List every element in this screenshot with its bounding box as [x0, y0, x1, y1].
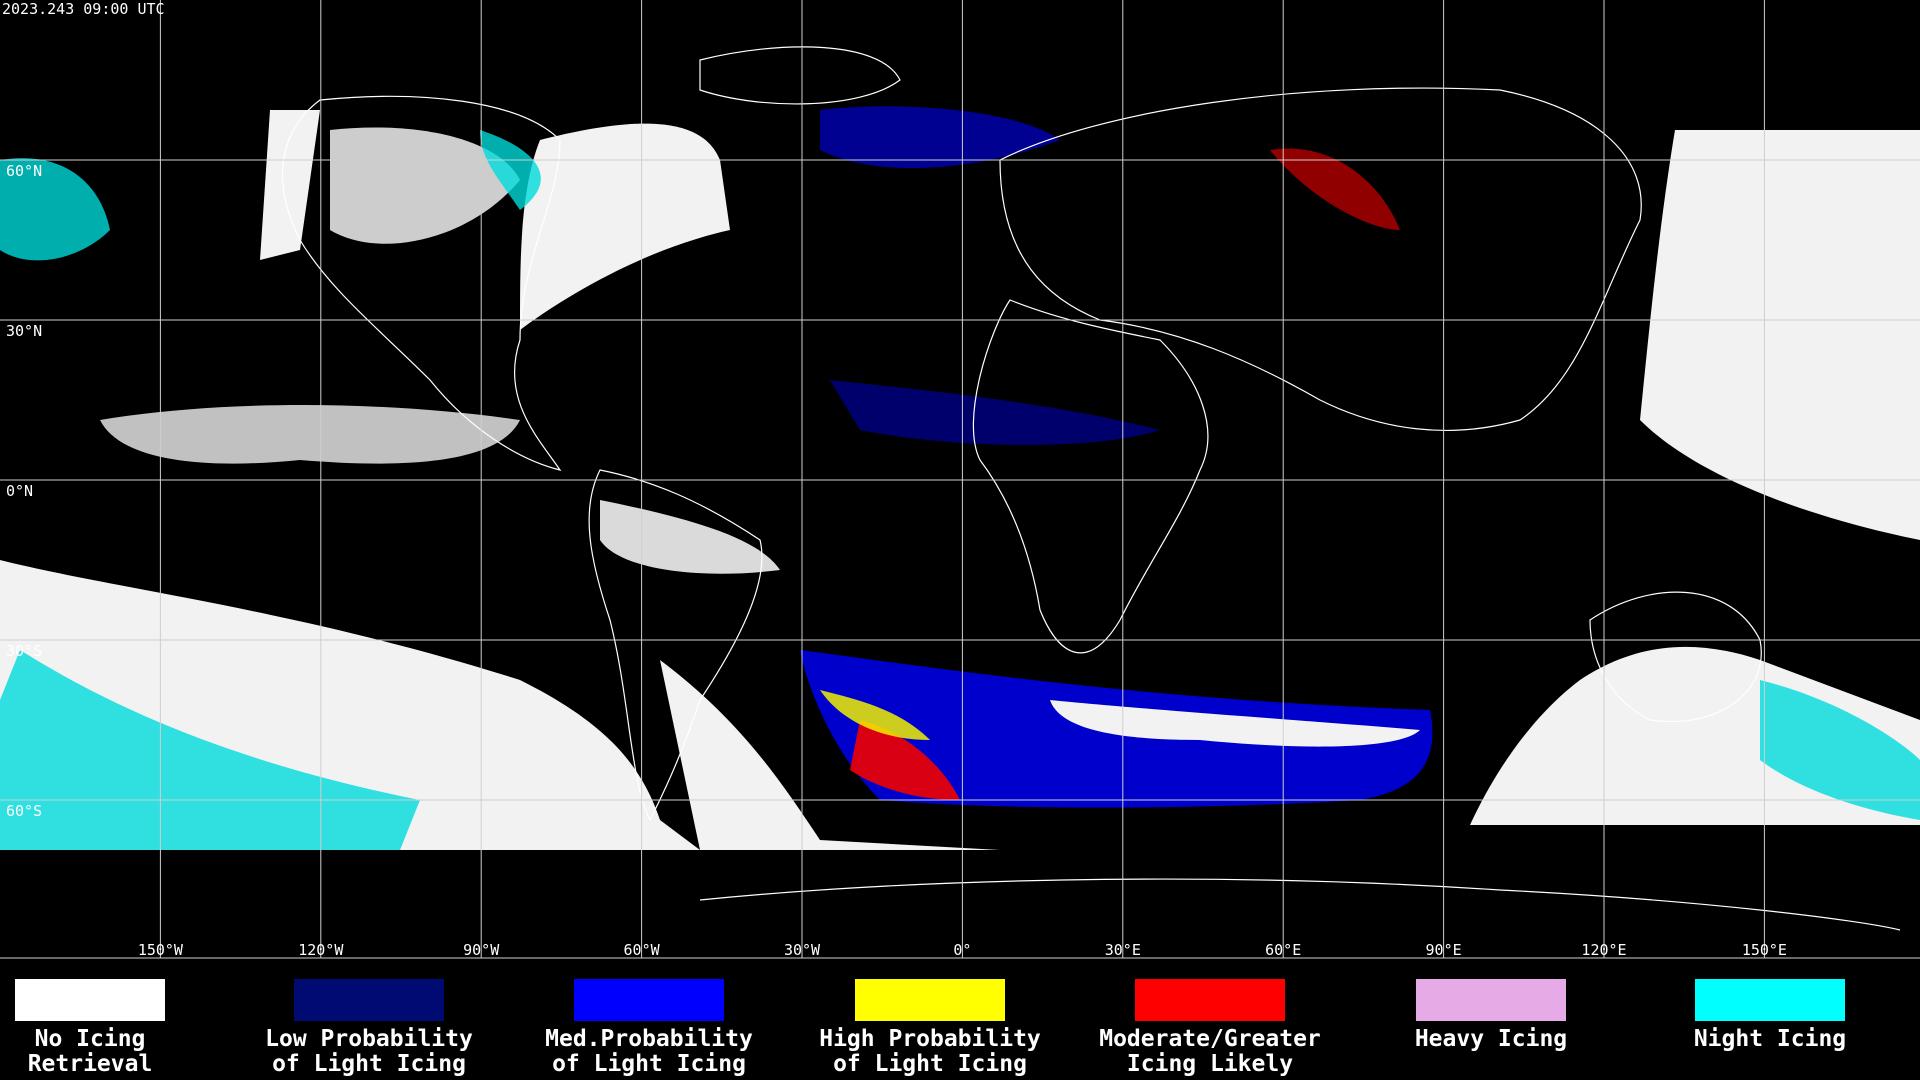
legend-swatch — [15, 979, 165, 1021]
longitude-label: 30°W — [784, 941, 821, 959]
legend-label: High Probability — [819, 1026, 1041, 1052]
latitude-label: 0°N — [6, 482, 33, 500]
coastlines — [281, 46, 1901, 931]
graticule: 150°W 120°W 90°W 60°W 30°W 0° 30°E 60°E 90°E 120°… — [0, 0, 1920, 959]
legend-swatch — [294, 979, 444, 1021]
legend-swatch — [855, 979, 1005, 1021]
legend-swatch — [1135, 979, 1285, 1021]
legend-label: Night Icing — [1694, 1026, 1846, 1052]
longitude-label: 60°E — [1265, 941, 1301, 959]
longitude-label: 150°E — [1742, 941, 1787, 959]
legend-swatch — [1416, 979, 1566, 1021]
legend-label: Heavy Icing — [1415, 1026, 1567, 1052]
longitude-label: 30°E — [1105, 941, 1141, 959]
longitude-label: 120°E — [1581, 941, 1626, 959]
longitude-label: 90°W — [463, 941, 500, 959]
legend-label: of Light Icing — [552, 1051, 746, 1077]
timestamp: 2023.243 09:00 UTC — [2, 0, 165, 18]
legend-label: Low Probability — [265, 1026, 473, 1052]
legend-label: Moderate/Greater — [1099, 1026, 1321, 1052]
latitude-label: 60°N — [6, 162, 42, 180]
latitude-label: 60°S — [6, 802, 42, 820]
legend-label: of Light Icing — [272, 1051, 466, 1077]
legend-label: of Light Icing — [833, 1051, 1027, 1077]
legend-label: Icing Likely — [1127, 1051, 1293, 1077]
longitude-label: 0° — [953, 941, 971, 959]
longitude-label: 150°W — [138, 941, 184, 959]
legend-label: No Icing — [35, 1026, 146, 1052]
legend-swatch — [1695, 979, 1845, 1021]
longitude-label: 120°W — [298, 941, 344, 959]
longitude-label: 60°W — [624, 941, 661, 959]
legend-label: Med.Probability — [545, 1026, 753, 1052]
latitude-label: 30°N — [6, 322, 42, 340]
legend-swatch — [574, 979, 724, 1021]
legend-label: Retrieval — [28, 1051, 153, 1077]
longitude-label: 90°E — [1426, 941, 1462, 959]
latitude-label: 30°S — [6, 642, 42, 660]
